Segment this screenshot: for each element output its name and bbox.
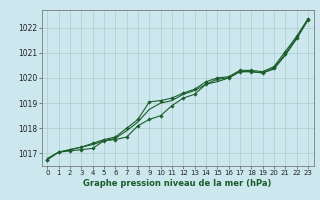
X-axis label: Graphe pression niveau de la mer (hPa): Graphe pression niveau de la mer (hPa) [84, 179, 272, 188]
